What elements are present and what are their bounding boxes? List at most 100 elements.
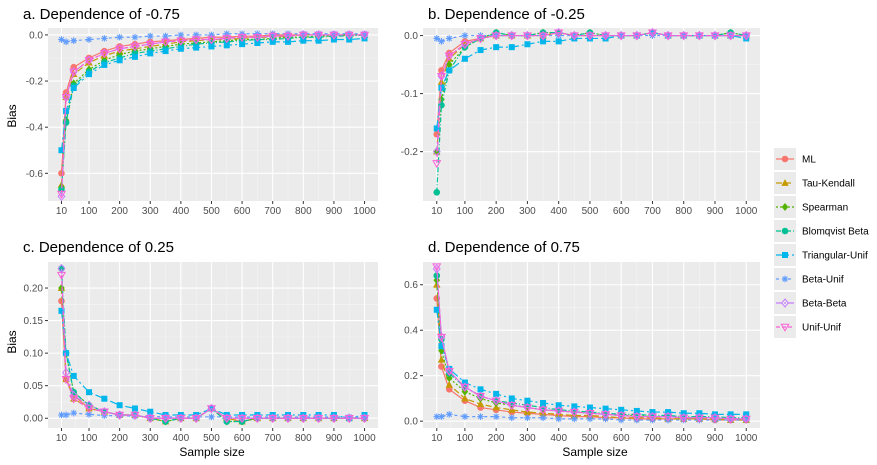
data-point [433, 125, 440, 132]
data-point [741, 415, 751, 424]
data-point [85, 58, 93, 66]
series-line [60, 37, 365, 151]
x-tick-label: 10 [56, 433, 68, 444]
legend-label: Unif-Unif [802, 323, 841, 334]
data-point [647, 413, 658, 422]
data-point [571, 403, 578, 410]
x-tick-label: 300 [142, 433, 159, 444]
x-tick-label: 700 [644, 433, 661, 444]
data-point [269, 38, 276, 45]
data-point [493, 390, 500, 397]
data-point [437, 355, 446, 363]
panels-layer: 10 100 200 300 400 500 600 700 800 900 1000 0.0 -0.2… [23, 6, 760, 444]
x-tick-label: 900 [707, 433, 724, 444]
data-point [554, 29, 564, 38]
data-point [601, 32, 611, 41]
data-point [116, 57, 123, 64]
data-point [162, 32, 169, 40]
series-unif-unif [432, 263, 751, 424]
x-tick-label: 700 [264, 206, 281, 217]
data-point [145, 40, 155, 50]
data-point [160, 38, 171, 47]
legend-label: Blomqvist Beta [802, 227, 869, 238]
data-point [492, 413, 500, 420]
panel-title: d. Dependence of 0.75 [428, 239, 580, 256]
x-tick-label: 1000 [353, 433, 376, 444]
data-point [69, 68, 79, 77]
data-point [742, 32, 750, 39]
data-point [300, 37, 307, 44]
data-point [586, 415, 594, 423]
data-point [571, 415, 578, 423]
data-point [508, 44, 515, 51]
data-point [436, 333, 446, 342]
data-point [507, 402, 517, 411]
data-point [694, 414, 704, 423]
legend-label: Beta-Beta [802, 299, 847, 310]
data-point [555, 415, 562, 423]
y-tick-label: 0.4 [404, 326, 418, 337]
data-point [254, 39, 261, 46]
x-tick-label: 900 [326, 433, 343, 444]
data-point [359, 415, 370, 424]
data-point [130, 43, 140, 52]
x-tick-label: 100 [457, 206, 474, 217]
data-point [56, 271, 67, 280]
data-point [507, 32, 517, 41]
panel-background [423, 28, 760, 201]
panel-1: 10 100 200 300 400 500 600 700 800 900 1000 0.0 -0.2… [23, 6, 378, 217]
x-tick-label: 500 [203, 206, 220, 217]
data-point [361, 413, 368, 421]
data-point [475, 392, 486, 402]
data-point [696, 416, 703, 424]
y-tick-label: 0.0 [404, 31, 418, 42]
data-point [554, 407, 564, 416]
data-point [663, 32, 673, 41]
data-point [361, 30, 368, 38]
x-tick-label: 600 [613, 206, 630, 217]
x-tick-label: 1000 [735, 206, 758, 217]
data-point [84, 405, 94, 414]
data-point [432, 160, 442, 169]
data-point [62, 119, 70, 126]
x-tick-label: 800 [675, 206, 692, 217]
data-point [632, 413, 642, 422]
data-point [56, 190, 67, 200]
data-point [492, 403, 500, 411]
data-point [191, 36, 201, 45]
panel-background [48, 262, 378, 428]
data-point [162, 413, 169, 421]
data-point [162, 48, 169, 55]
y-tick-label: 0.05 [24, 381, 44, 392]
legend-item-blomqvist-beta: Blomqvist Beta [774, 220, 869, 242]
panel-3: 10 100 200 300 400 500 600 700 800 900 1000 0.00 0.0… [23, 239, 378, 444]
data-point [433, 130, 441, 138]
data-point [254, 413, 261, 421]
data-point [555, 38, 562, 45]
series-line [436, 284, 747, 421]
series-unif-unif [56, 271, 370, 424]
series-line [436, 298, 747, 421]
legend-key-marker [780, 323, 790, 332]
data-point [208, 43, 215, 50]
y-tick-label: 0.0 [404, 417, 418, 428]
legend-label: Triangular-Unif [802, 251, 868, 262]
x-tick-label: 400 [550, 433, 567, 444]
data-point [663, 413, 673, 422]
data-point [438, 343, 445, 350]
y-tick-label: 0.2 [404, 371, 418, 382]
data-point [206, 36, 217, 45]
panel-2: 10 100 200 300 400 500 600 700 800 900 1000 0.0 -0.1… [401, 6, 760, 217]
data-point [632, 32, 642, 41]
legend-item-tau-kendall: Tau-Kendall [774, 172, 855, 194]
x-tick-label: 400 [550, 206, 567, 217]
data-point [602, 405, 609, 412]
data-point [461, 32, 469, 39]
data-point [329, 31, 339, 40]
y-tick-label: 0.0 [29, 30, 43, 41]
data-point [99, 408, 109, 417]
legend-label: Tau-Kendall [802, 179, 855, 190]
x-tick-label: 500 [582, 206, 599, 217]
y-tick-label: -0.4 [26, 123, 44, 134]
data-point [445, 60, 453, 69]
